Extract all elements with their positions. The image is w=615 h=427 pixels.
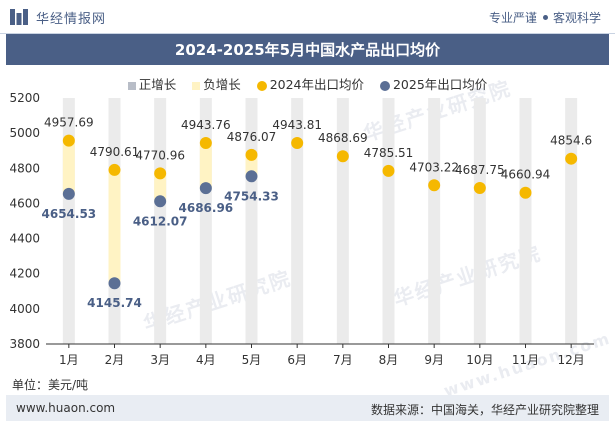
x-tick-label-9: 9月: [424, 353, 444, 367]
decrease-bar-5: [245, 154, 258, 177]
point-2024-2: [108, 163, 121, 176]
point-2024-5: [245, 148, 258, 161]
point-2025-2: [108, 277, 121, 290]
legend-increase: 正增长: [127, 74, 177, 93]
label-2025-3: 4612.07: [133, 214, 188, 228]
footer-source: 数据来源：中国海关，华经产业研究院整理: [370, 403, 599, 417]
y-tick-label-3800: 3800: [9, 337, 40, 351]
x-tick-label-10: 10月: [466, 353, 493, 367]
label-2024-4: 4943.76: [181, 118, 231, 132]
slogan-right: 客观科学: [552, 11, 601, 25]
point-2024-6: [291, 137, 304, 150]
y-tick-label-5000: 5000: [9, 126, 40, 140]
label-2024-11: 4660.94: [501, 168, 551, 182]
decrease-bar-4: [199, 143, 212, 189]
huajing-logo-icon: [10, 9, 28, 25]
label-2025-5: 4754.33: [224, 189, 279, 203]
legend-2024-swatch: [256, 80, 267, 91]
decrease-bar-1: [62, 140, 75, 194]
point-2024-10: [473, 182, 486, 195]
x-tick-label-2: 2月: [105, 353, 125, 367]
point-2025-3: [154, 195, 167, 208]
x-tick-label-12: 12月: [558, 353, 585, 367]
label-2025-1: 4654.53: [42, 207, 97, 221]
top-bar: 华经情报网 专业严谨 客观科学: [0, 0, 615, 34]
month-band-4: [199, 98, 212, 344]
y-tick-label-4400: 4400: [9, 232, 40, 246]
month-band-1: [62, 98, 75, 344]
x-tick-label-11: 11月: [512, 353, 539, 367]
legend-2024-label: 2024年出口均价: [269, 77, 364, 92]
label-2024-9: 4703.22: [409, 160, 459, 174]
unit-label: 单位：美元/吨: [12, 378, 89, 392]
point-2024-4: [199, 137, 212, 150]
month-band-11: [519, 98, 532, 344]
point-2024-3: [154, 167, 167, 180]
label-2025-2: 4145.74: [87, 296, 142, 310]
x-tick-label-7: 7月: [333, 353, 353, 367]
label-2024-6: 4943.81: [272, 118, 322, 132]
x-tick-label-8: 8月: [379, 353, 399, 367]
decrease-bar-3: [154, 173, 167, 202]
y-tick-label-4000: 4000: [9, 302, 40, 316]
label-2024-2: 4790.61: [90, 145, 140, 159]
point-2024-8: [382, 164, 395, 177]
legend-decrease-label: 负增长: [203, 77, 241, 92]
slogan: 专业严谨 客观科学: [489, 9, 601, 26]
x-tick-label-5: 5月: [242, 353, 262, 367]
slogan-dot-icon: [542, 15, 548, 20]
legend-decrease-swatch: [192, 81, 201, 90]
x-tick-label-4: 4月: [196, 353, 216, 367]
legend-2025-swatch: [379, 80, 390, 91]
label-2025-4: 4686.96: [179, 201, 234, 215]
y-tick-label-4600: 4600: [9, 196, 40, 210]
label-2024-12: 4854.6: [550, 134, 592, 148]
label-2024-3: 4770.96: [135, 148, 185, 162]
decrease-bar-2: [108, 169, 121, 284]
label-2024-5: 4876.07: [227, 130, 277, 144]
point-2025-1: [62, 187, 75, 200]
slogan-left: 专业严谨: [488, 11, 537, 25]
month-band-8: [382, 98, 395, 344]
month-band-10: [473, 98, 486, 344]
chart-title: 2024-2025年5月中国水产品出口均价: [174, 41, 441, 59]
legend-increase-label: 正增长: [138, 77, 177, 92]
y-tick-label-4200: 4200: [9, 267, 40, 281]
footer-website[interactable]: www.huaon.com: [16, 401, 116, 415]
brand-name: 华经情报网: [36, 12, 107, 27]
x-tick-label-3: 3月: [150, 353, 170, 367]
point-2024-9: [428, 179, 441, 192]
point-2025-5: [245, 170, 258, 183]
label-2024-7: 4868.69: [318, 131, 368, 145]
legend-decrease: 负增长: [192, 74, 241, 93]
x-tick-label-1: 1月: [59, 353, 79, 367]
point-2024-12: [565, 152, 578, 165]
point-2024-11: [519, 186, 532, 199]
label-2024-10: 4687.75: [455, 163, 505, 177]
label-2024-1: 4957.69: [44, 116, 94, 130]
y-tick-label-5200: 5200: [9, 91, 40, 105]
point-2024-7: [336, 150, 349, 163]
x-tick-label-6: 6月: [287, 353, 307, 367]
month-band-3: [154, 98, 167, 344]
title-bar: 2024-2025年5月中国水产品出口均价: [6, 34, 609, 65]
month-band-9: [428, 98, 441, 344]
point-2024-1: [62, 134, 75, 147]
point-2025-4: [199, 182, 212, 195]
legend-series-2024: 2024年出口均价: [256, 74, 364, 93]
label-2024-8: 4785.51: [364, 146, 414, 160]
month-band-6: [291, 98, 304, 344]
legend-increase-swatch: [127, 81, 136, 90]
y-tick-label-4800: 4800: [9, 161, 40, 175]
legend-2025-label: 2025年出口均价: [392, 77, 488, 92]
legend-series-2025: 2025年出口均价: [379, 74, 488, 93]
chart-legend: 正增长 负增长 2024年出口均价 2025年出口均价: [0, 74, 615, 93]
footer-bar: www.huaon.com 数据来源：中国海关，华经产业研究院整理: [6, 395, 609, 421]
